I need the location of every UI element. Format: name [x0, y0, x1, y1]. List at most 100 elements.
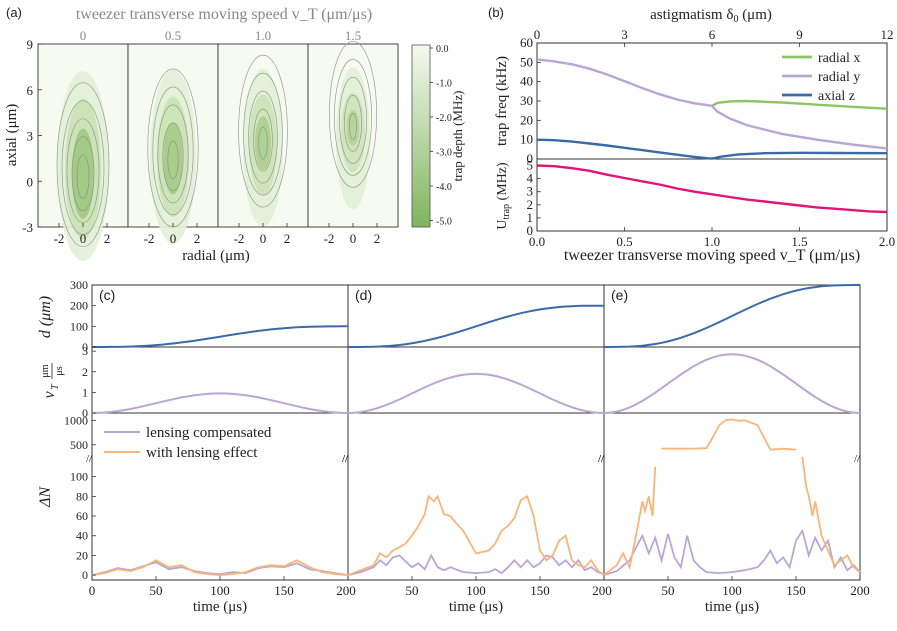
- lower-y-tick-label: 3: [527, 184, 534, 199]
- svg-text:T: T: [50, 383, 61, 390]
- axis-break: //: [342, 453, 349, 465]
- y-tick-label: 0: [82, 568, 88, 582]
- x-tick-label: 150: [274, 583, 294, 598]
- contour-line: [152, 86, 194, 216]
- series-line-axial-z: [536, 138, 888, 160]
- x-tick-label: 100: [722, 583, 742, 598]
- dN-frame: [603, 412, 861, 581]
- heatmap-subplot-3: [307, 40, 399, 228]
- top-tick-label: 0: [80, 28, 87, 43]
- x-tick-label: 2: [104, 231, 111, 246]
- y-tick-label: -3: [22, 220, 33, 235]
- panel-label: (e): [611, 287, 628, 303]
- contour-line: [157, 104, 189, 204]
- panel-label: (d): [355, 287, 372, 303]
- x-tick-label: -2: [144, 231, 155, 246]
- x-tick-label: -2: [54, 231, 65, 246]
- lensing-curve: [347, 494, 605, 576]
- y-tick-label: 500: [70, 438, 88, 452]
- x-tick-label: 150: [786, 583, 806, 598]
- panel-a: (a) tweezer transverse moving speed v_T …: [4, 5, 465, 264]
- contour-line: [334, 58, 372, 176]
- legend-label: radial x: [818, 51, 860, 66]
- panel-label: (c): [99, 287, 115, 303]
- panel-b-top-xlabel: astigmatism δ0 (μm): [650, 7, 772, 25]
- panel-a-top-title: tweezer transverse moving speed v_T (μm/…: [76, 6, 372, 23]
- heatmap-subplots: [37, 40, 399, 261]
- panel-b-upper-ylabel: trap freq (kHz): [494, 56, 510, 146]
- bottom-legend: lensing compensated with lensing effect: [104, 425, 272, 461]
- row-label-vT: v T μm μs: [40, 363, 65, 399]
- velocity-curve: [91, 392, 349, 414]
- x-tick-label: 1.0: [704, 234, 720, 249]
- well-core: [255, 116, 271, 171]
- lower-y-tick-label: 1: [527, 210, 534, 225]
- colorbar-tick-label: -5.0: [436, 217, 452, 228]
- axis-break: //: [598, 453, 605, 465]
- contour-line: [66, 118, 100, 224]
- panel-e: // // (e): [598, 284, 861, 581]
- contour-line: [253, 108, 273, 172]
- axis-break: //: [86, 453, 93, 465]
- row-label-d: d (μm): [37, 296, 54, 338]
- x-tick-label: 1.5: [791, 234, 807, 249]
- svg-text:v: v: [41, 391, 58, 399]
- vT-frame: [347, 346, 605, 414]
- upper-y-tick-label: 50: [520, 54, 533, 69]
- lower-y-tick-label: 0: [527, 223, 534, 238]
- colorbar-tick-label: -1.0: [436, 79, 452, 90]
- y-tick-label: 0: [82, 340, 88, 354]
- top-tick-label: 9: [796, 27, 803, 42]
- legend-label: radial y: [818, 70, 860, 85]
- upper-y-tick-label: 10: [520, 132, 533, 147]
- colorbar-label: trap depth (MHz): [450, 91, 465, 182]
- colorbar-tick-label: 0.0: [436, 44, 449, 55]
- y-tick-label: 1: [82, 385, 88, 399]
- x-tick-label: 0: [170, 231, 177, 246]
- colorbar-tick-label: -2.0: [436, 113, 452, 124]
- x-tick-label: 50: [150, 583, 163, 598]
- heatmap-subplot-2: [217, 43, 309, 228]
- legend-label: lensing compensated: [146, 425, 272, 441]
- x-tick-label: -2: [234, 231, 245, 246]
- x-tick-label: 150: [530, 583, 550, 598]
- contour-line: [238, 54, 288, 208]
- legend-label: axial z: [818, 89, 855, 104]
- bottom-series: [91, 284, 861, 577]
- axis-break: //: [342, 453, 349, 465]
- colorbar-tick-label: -3.0: [436, 148, 452, 159]
- y-tick-label: 0: [82, 406, 88, 420]
- y-tick-label: 100: [70, 319, 88, 333]
- x-tick-label: 2.0: [879, 234, 895, 249]
- contour-line: [243, 72, 283, 196]
- contour-line: [258, 126, 268, 160]
- x-tick-label: 50: [406, 583, 419, 598]
- y-tick-label: 300: [70, 278, 88, 292]
- y-tick-label: 6: [27, 83, 34, 98]
- top-tick-label: 1.5: [345, 28, 361, 43]
- top-tick-label: 12: [881, 27, 894, 42]
- x-tick-label: 0: [260, 231, 267, 246]
- lower-y-tick-label: 2: [527, 197, 534, 212]
- contour-line: [329, 40, 377, 188]
- x-tick-label: 2: [374, 231, 381, 246]
- contour-line: [349, 112, 357, 140]
- lensing-curve: [603, 466, 657, 576]
- y-tick-label: 40: [76, 529, 88, 543]
- panel-b-xlabel: tweezer transverse moving speed v_T (μm/…: [564, 247, 860, 264]
- lensing-curve: [661, 418, 797, 451]
- colorbar-ticks: 0.0 -1.0 -2.0 -3.0 -4.0 -5.0: [430, 44, 452, 228]
- y-tick-label: 20: [76, 548, 88, 562]
- x-tick-label: 0.5: [616, 234, 632, 249]
- heatmap-subplot-0: [37, 43, 129, 261]
- displacement-curve: [604, 284, 860, 348]
- x-axis-label: time (μs): [449, 599, 503, 615]
- contour-line: [56, 82, 110, 248]
- panel-a-label: (a): [6, 5, 22, 20]
- well-core: [72, 128, 94, 219]
- panel-b-series: [536, 58, 888, 214]
